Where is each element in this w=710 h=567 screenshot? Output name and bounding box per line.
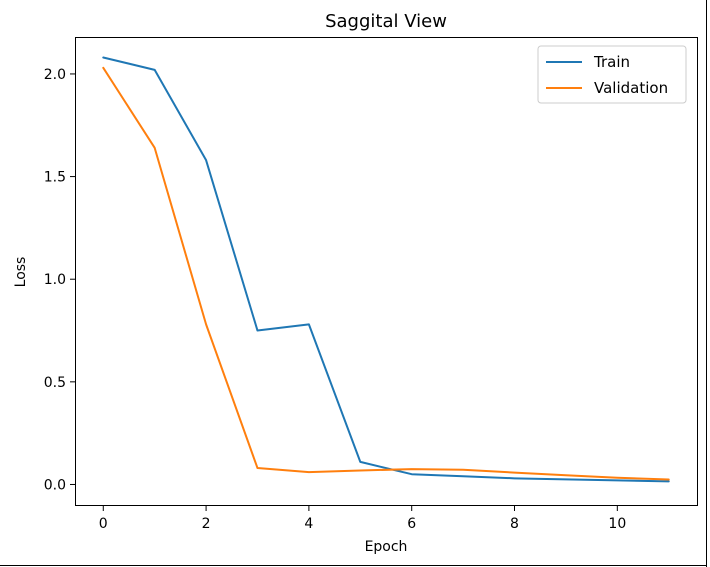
x-tick-label: 0 [99, 516, 108, 532]
y-tick-label: 0.5 [44, 375, 66, 391]
y-tick-label: 2.0 [44, 67, 66, 83]
y-axis-ticks: 0.0 0.5 1.0 1.5 2.0 [44, 67, 76, 493]
plot-area-border [75, 37, 698, 506]
y-tick-label: 1.0 [44, 272, 66, 288]
y-tick-label: 0.0 [44, 477, 66, 493]
x-tick-label: 2 [202, 516, 211, 532]
y-axis-label: Loss [13, 257, 29, 288]
series-line-validation [102, 66, 670, 481]
x-tick-label: 6 [407, 516, 416, 532]
x-tick-label: 10 [608, 516, 626, 532]
legend-label-train: Train [593, 53, 630, 71]
chart-title: Saggital View [325, 11, 447, 32]
x-tick-label: 4 [304, 516, 313, 532]
plot-axes [75, 37, 698, 506]
series-lines [102, 56, 670, 483]
chart-legend: Train Validation [537, 45, 687, 104]
y-tick-label: 1.5 [44, 170, 66, 186]
series-line-train [102, 56, 670, 483]
x-axis-label: Epoch [365, 539, 408, 555]
x-axis-ticks: 0 2 4 6 8 10 [99, 505, 626, 532]
x-tick-label: 8 [510, 516, 519, 532]
legend-label-validation: Validation [594, 79, 668, 97]
